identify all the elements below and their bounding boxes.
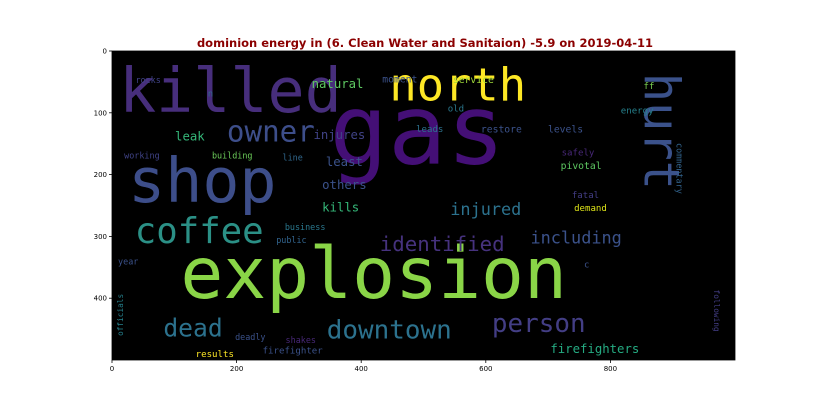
word-line: line: [283, 152, 303, 162]
word-deadly: deadly: [235, 332, 265, 342]
word-including: including: [530, 228, 621, 248]
word-north: north: [389, 58, 526, 111]
chart-title: dominion energy in (6. Clean Water and S…: [197, 36, 653, 50]
word-restore: restore: [481, 125, 522, 136]
word-year: year: [118, 257, 138, 267]
word-leads: leads: [416, 125, 443, 135]
word-coffee: coffee: [135, 211, 264, 252]
word-rocks: rocks: [135, 75, 160, 85]
word-injures: injures: [313, 128, 365, 142]
word-kills: kills: [322, 200, 359, 214]
word-shakes: shakes: [286, 335, 316, 345]
y-tick-label: 200: [94, 171, 107, 179]
x-tick-label: 0: [110, 365, 114, 373]
word-dead: dead: [163, 313, 222, 342]
word-shop: shop: [128, 145, 276, 217]
word-results: results: [196, 350, 234, 360]
y-tick-label: 300: [94, 233, 107, 241]
word-firefighter: firefighter: [263, 346, 324, 356]
word-service: service: [453, 75, 494, 86]
x-tick-label: 200: [230, 365, 243, 373]
word-public: public: [276, 235, 306, 245]
word-officials: officials: [116, 294, 125, 336]
word-commentary: commentary: [675, 143, 685, 194]
word-safely: safely: [562, 149, 595, 159]
word-killed: killed: [119, 55, 342, 127]
word-injured: injured: [450, 199, 521, 219]
x-tick-label: 400: [355, 365, 368, 373]
word-moment: moment: [382, 75, 417, 86]
axis-ticks: 0 200 400 600 800 0 100 200 300 400: [94, 48, 617, 374]
word-owner: owner: [227, 114, 315, 148]
x-tick-label: 800: [604, 365, 617, 373]
word-energy: energy: [621, 107, 654, 117]
word-firefighters: firefighters: [550, 342, 639, 356]
word-demand: demand: [574, 204, 607, 214]
word-natural: natural: [312, 77, 364, 91]
y-tick-label: 400: [94, 295, 107, 303]
y-tick-label: 0: [103, 48, 107, 56]
word-leak: leak: [175, 129, 205, 143]
word-pivotal: pivotal: [561, 161, 602, 172]
word-least: least: [326, 155, 363, 169]
word-c: c: [584, 260, 589, 270]
plot-area: [112, 51, 735, 360]
word-business: business: [285, 222, 326, 232]
y-tick-label: 100: [94, 109, 107, 117]
plot-frame: [111, 50, 736, 361]
word-person: person: [492, 309, 586, 339]
word-hurt: hurt: [632, 73, 688, 190]
word-others: others: [322, 178, 366, 192]
word-old: old: [448, 105, 464, 115]
word-n: n: [208, 89, 213, 99]
word-explosion: explosion: [180, 232, 567, 315]
x-tick-label: 600: [479, 365, 492, 373]
word-downtown: downtown: [327, 315, 452, 345]
word-fatal: fatal: [572, 191, 599, 201]
word-building: building: [212, 150, 253, 160]
word-working: working: [124, 150, 160, 160]
word-levels: levels: [548, 125, 583, 136]
word-following: following: [712, 290, 721, 332]
word-identified: identified: [380, 232, 505, 256]
word-cloud: gas explosion killed shop north hurt coffee own…: [116, 55, 721, 360]
word-ff: ff: [644, 82, 655, 92]
word-gas: gas: [329, 74, 505, 187]
